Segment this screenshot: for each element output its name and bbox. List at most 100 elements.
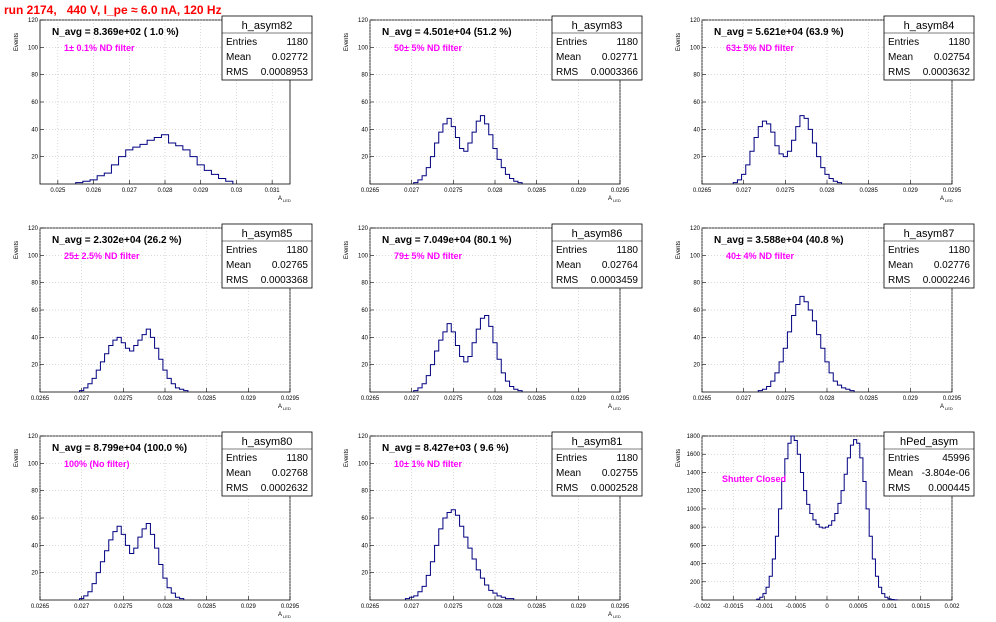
stats-rms-label: RMS	[556, 275, 579, 286]
stats-title: h_asym83	[572, 20, 623, 32]
x-axis-label-subscript: LED	[283, 198, 291, 203]
stats-entries-value: 1180	[948, 37, 970, 48]
stats-mean-value: 0.02764	[602, 260, 639, 271]
stats-rms-value: 0.0002246	[923, 275, 971, 286]
x-tick-label: 0.0015	[912, 604, 931, 610]
y-tick-label: 40	[361, 543, 368, 549]
panel-h_asym83: 0.0265 0.027 0.0275 0.028 0.0285 0.029 0.0295 2…	[344, 15, 643, 203]
x-tick-label: 0.0275	[444, 604, 463, 610]
x-tick-label: 0.0295	[611, 604, 630, 610]
x-tick-label: 0.0005	[849, 604, 868, 610]
stats-mean-label: Mean	[556, 468, 581, 479]
y-tick-label: 100	[358, 253, 369, 259]
stats-box	[883, 223, 975, 289]
filter-label: 50± 5% ND filter	[394, 43, 462, 53]
x-tick-label: -0.0005	[786, 604, 807, 610]
stats-entries-label: Entries	[556, 245, 587, 256]
stats-box	[551, 15, 643, 81]
x-axis-label-subscript: LED	[613, 614, 621, 619]
x-tick-label: 0.0295	[281, 396, 300, 402]
stats-entries-value: 1180	[616, 245, 638, 256]
x-tick-label: 0.0285	[527, 604, 546, 610]
y-tick-label: 100	[690, 253, 701, 259]
stats-mean-value: 0.02772	[272, 52, 309, 63]
x-tick-label: 0.0285	[527, 396, 546, 402]
y-tick-label: 20	[693, 155, 700, 161]
y-axis-label: Events	[344, 33, 350, 51]
stats-rms-value: 0.0003366	[591, 67, 639, 78]
stats-rms-value: 0.0003632	[923, 67, 971, 78]
histogram-line	[756, 435, 898, 601]
stats-entries-label: Entries	[888, 37, 919, 48]
x-tick-label: 0.029	[571, 604, 587, 610]
x-tick-label: 0.0295	[943, 188, 962, 194]
y-tick-label: 80	[361, 281, 368, 287]
stats-title: hPed_asym	[900, 436, 958, 448]
y-axis-label: Events	[14, 449, 20, 467]
stats-rms-label: RMS	[888, 483, 911, 494]
stats-entries-label: Entries	[226, 37, 257, 48]
stats-rms-value: 0.0008953	[261, 67, 309, 78]
x-tick-label: 0.0275	[114, 396, 133, 402]
x-axis-label-subscript: LED	[283, 406, 291, 411]
y-tick-label: 1800	[687, 434, 701, 440]
x-tick-label: 0.029	[571, 396, 587, 402]
y-tick-label: 60	[693, 100, 700, 106]
y-tick-label: 20	[31, 363, 38, 369]
n-avg-label: N_avg = 8.427e+03 ( 9.6 %)	[382, 443, 509, 454]
stats-rms-label: RMS	[226, 275, 249, 286]
stats-mean-value: -3.804e-06	[922, 468, 971, 479]
stats-mean-label: Mean	[556, 52, 581, 63]
stats-box	[883, 431, 975, 497]
x-tick-label: 0.0265	[693, 188, 712, 194]
panel-h_asym80: 0.0265 0.027 0.0275 0.028 0.0285 0.029 0.0295 2…	[14, 431, 313, 619]
stats-mean-label: Mean	[888, 52, 913, 63]
y-tick-label: 40	[31, 127, 38, 133]
y-tick-label: 100	[358, 461, 369, 467]
x-tick-label: 0	[825, 604, 829, 610]
y-axis-label: Events	[344, 241, 350, 259]
y-tick-label: 80	[361, 73, 368, 79]
y-tick-label: 1200	[687, 489, 701, 495]
x-axis-label: A	[608, 404, 612, 410]
stats-rms-label: RMS	[888, 275, 911, 286]
panel-h_asym81: 0.0265 0.027 0.0275 0.028 0.0285 0.029 0.0295 2…	[344, 431, 643, 619]
y-tick-label: 120	[358, 18, 369, 24]
y-tick-label: 40	[31, 335, 38, 341]
stats-entries-label: Entries	[888, 245, 919, 256]
panel-h_asym87: 0.0265 0.027 0.0275 0.028 0.0285 0.029 0.0295 2…	[676, 223, 975, 411]
y-tick-label: 20	[31, 571, 38, 577]
stats-rms-value: 0.0003459	[591, 275, 639, 286]
y-tick-label: 100	[28, 461, 39, 467]
y-tick-label: 600	[690, 543, 701, 549]
x-tick-label: 0.029	[903, 188, 919, 194]
histogram-line	[757, 295, 855, 392]
stats-entries-label: Entries	[226, 245, 257, 256]
x-tick-label: 0.0265	[361, 604, 380, 610]
y-tick-label: 20	[361, 155, 368, 161]
x-tick-label: 0.0275	[444, 396, 463, 402]
y-tick-label: 60	[31, 516, 38, 522]
histogram-line	[404, 509, 515, 600]
y-tick-label: 80	[31, 281, 38, 287]
x-tick-label: 0.0295	[943, 396, 962, 402]
x-tick-label: -0.002	[693, 604, 711, 610]
n-avg-label: N_avg = 8.369e+02 ( 1.0 %)	[52, 27, 179, 38]
x-tick-label: 0.0265	[693, 396, 712, 402]
filter-label: 79± 5% ND filter	[394, 251, 462, 261]
n-avg-label: N_avg = 8.799e+04 (100.0 %)	[52, 443, 187, 454]
filter-label: 10± 1% ND filter	[394, 459, 462, 469]
stats-mean-label: Mean	[226, 468, 251, 479]
panel-h_asym82: 0.025 0.026 0.027 0.028 0.029 0.03 0.031 20 40 60…	[14, 15, 313, 203]
stats-title: h_asym86	[572, 228, 623, 240]
stats-entries-label: Entries	[556, 453, 587, 464]
stats-title: h_asym81	[572, 436, 623, 448]
stats-entries-label: Entries	[226, 453, 257, 464]
y-axis-label: Events	[14, 33, 20, 51]
x-tick-label: 0.027	[736, 396, 752, 402]
stats-rms-value: 0.000445	[928, 483, 970, 494]
y-tick-label: 120	[358, 434, 369, 440]
filter-label: 63± 5% ND filter	[726, 43, 794, 53]
y-tick-label: 120	[28, 226, 39, 232]
x-tick-label: 0.029	[241, 396, 257, 402]
